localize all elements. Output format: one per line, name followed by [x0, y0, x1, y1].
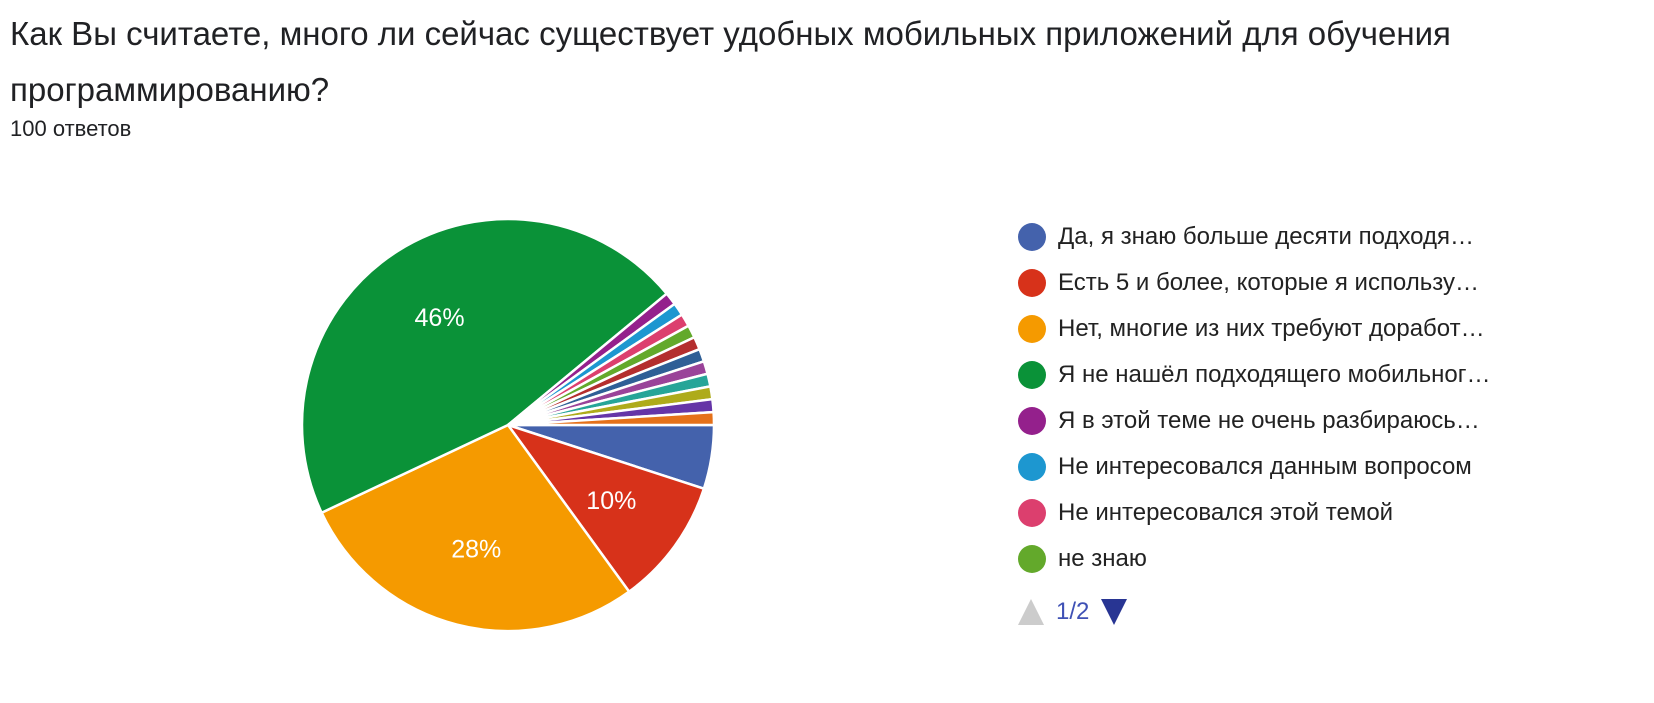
page-indicator: 1/2 [1056, 598, 1090, 625]
legend-swatch [1018, 315, 1046, 343]
legend-item: Не интересовался этой темой [1018, 490, 1490, 536]
pie-slice[interactable] [507, 410, 716, 427]
response-count: 100 ответов [10, 116, 132, 141]
pie-chart: 10% 28% 46% [300, 217, 716, 633]
legend-label: Не интересовался данным вопросом [1058, 453, 1472, 480]
legend: Да, я знаю больше десяти подходя… Есть 5 … [1018, 214, 1490, 582]
legend-label: Я не нашёл подходящего мобильног… [1058, 361, 1491, 388]
pie-slice[interactable] [300, 217, 669, 515]
legend-swatch [1018, 361, 1046, 389]
previous-page-icon[interactable] [1018, 599, 1044, 625]
legend-item: Не интересовался данным вопросом [1018, 444, 1490, 490]
legend-swatch [1018, 269, 1046, 297]
pie-slice[interactable] [319, 423, 631, 633]
legend-swatch [1018, 545, 1046, 573]
legend-label: Да, я знаю больше десяти подходя… [1058, 223, 1475, 250]
legend-item: Есть 5 и более, которые я использу… [1018, 260, 1490, 306]
legend-label: Я в этой теме не очень разбираюсь… [1058, 407, 1480, 434]
legend-item: Да, я знаю больше десяти подходя… [1018, 214, 1490, 260]
slice-label: 10% [586, 487, 636, 515]
legend-item: Нет, многие из них требуют доработ… [1018, 306, 1490, 352]
legend-label: Нет, многие из них требуют доработ… [1058, 315, 1485, 342]
legend-item: Я в этой теме не очень разбираюсь… [1018, 398, 1490, 444]
next-page-icon[interactable] [1101, 599, 1128, 625]
legend-label: Есть 5 и более, которые я использу… [1058, 269, 1479, 296]
legend-pager: 1/2 [1018, 598, 1128, 626]
slice-label: 46% [415, 304, 465, 332]
legend-label: Не интересовался этой темой [1058, 499, 1394, 526]
legend-swatch [1018, 499, 1046, 527]
legend-swatch [1018, 453, 1046, 481]
legend-swatch [1018, 407, 1046, 435]
slice-label: 28% [451, 536, 501, 564]
legend-label: не знаю [1058, 545, 1147, 572]
legend-swatch [1018, 223, 1046, 251]
legend-item: Я не нашёл подходящего мобильног… [1018, 352, 1490, 398]
legend-item: не знаю [1018, 536, 1490, 582]
pie-slice[interactable] [504, 422, 706, 594]
question-title: Как Вы считаете, много ли сейчас существ… [10, 15, 1451, 108]
